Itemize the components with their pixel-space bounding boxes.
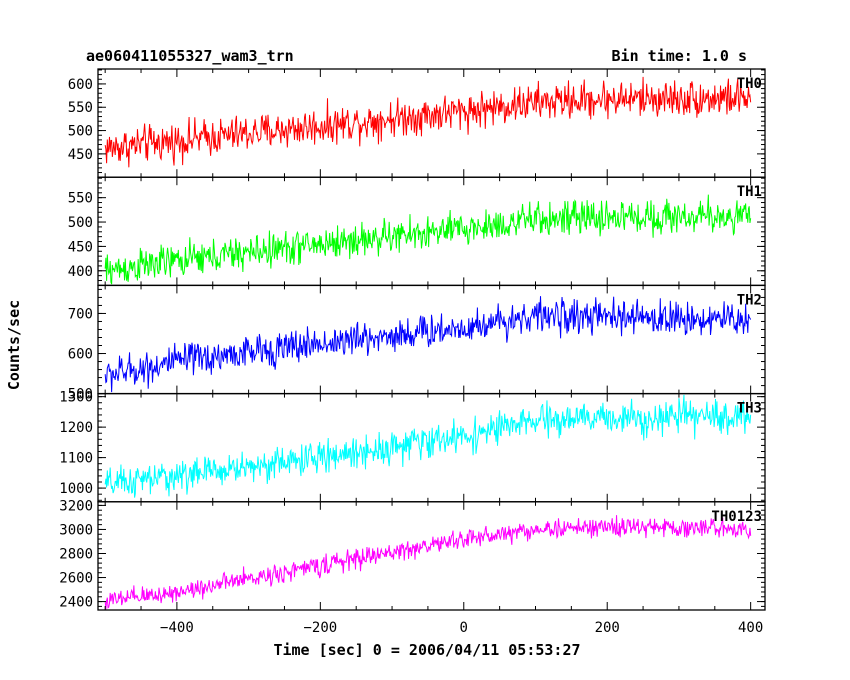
panel-label-th2: TH2 bbox=[737, 292, 762, 308]
y-tick-label: 500 bbox=[68, 215, 93, 231]
y-tick-label: 500 bbox=[68, 124, 93, 140]
y-tick-label: 400 bbox=[68, 264, 93, 280]
x-tick-label: 0 bbox=[460, 620, 468, 636]
y-tick-label: 700 bbox=[68, 306, 93, 322]
y-tick-label: 3000 bbox=[59, 522, 93, 538]
series-line-th2 bbox=[104, 296, 752, 393]
y-tick-label: 2400 bbox=[59, 595, 93, 611]
x-tick-label: 200 bbox=[595, 620, 620, 636]
bin-time-label: Bin time: 1.0 s bbox=[612, 47, 747, 65]
series-line-th3 bbox=[104, 394, 752, 498]
x-tick-label: 400 bbox=[738, 620, 763, 636]
x-axis-label: Time [sec] 0 = 2006/04/11 05:53:27 bbox=[273, 641, 580, 659]
y-tick-label: 550 bbox=[68, 100, 93, 116]
y-tick-label: 1000 bbox=[59, 481, 93, 497]
y-tick-label: 600 bbox=[68, 347, 93, 363]
y-tick-label: 1300 bbox=[59, 390, 93, 406]
y-axis-label: Counts/sec bbox=[5, 300, 23, 390]
y-tick-label: 600 bbox=[68, 77, 93, 93]
panel-label-th0123: TH0123 bbox=[711, 509, 762, 525]
panel-label-th3: TH3 bbox=[737, 401, 762, 417]
chart-title: ae060411055327_wam3_trn bbox=[86, 47, 294, 65]
y-tick-label: 500 bbox=[68, 387, 93, 403]
panel-label-th1: TH1 bbox=[737, 184, 762, 200]
y-tick-label: 1100 bbox=[59, 451, 93, 467]
panel-label-th0: TH0 bbox=[737, 76, 762, 92]
y-tick-label: 1200 bbox=[59, 420, 93, 436]
panels-group: 450 500 550 600 TH0 400 450 500 550 TH1 500 600 700 T… bbox=[59, 68, 766, 636]
y-tick-label: 3200 bbox=[59, 498, 93, 514]
y-tick-label: 2600 bbox=[59, 571, 93, 587]
x-tick-label: −200 bbox=[303, 620, 337, 636]
panel-frame bbox=[97, 284, 766, 395]
series-line-th0123 bbox=[104, 515, 752, 610]
series-line-th0 bbox=[104, 76, 752, 168]
x-tick-label: −400 bbox=[160, 620, 194, 636]
series-line-th1 bbox=[104, 194, 752, 285]
y-tick-label: 450 bbox=[68, 147, 93, 163]
panel-frame bbox=[97, 501, 766, 611]
y-tick-label: 450 bbox=[68, 239, 93, 255]
y-tick-label: 2800 bbox=[59, 546, 93, 562]
y-tick-label: 550 bbox=[68, 191, 93, 207]
